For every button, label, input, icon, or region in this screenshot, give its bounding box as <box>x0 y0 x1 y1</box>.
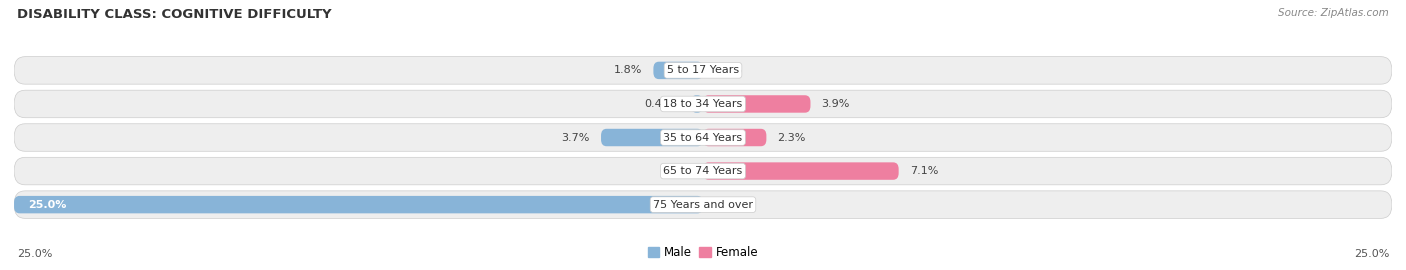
FancyBboxPatch shape <box>600 129 703 146</box>
FancyBboxPatch shape <box>14 57 1392 84</box>
Legend: Male, Female: Male, Female <box>643 241 763 264</box>
FancyBboxPatch shape <box>14 196 703 213</box>
Text: 7.1%: 7.1% <box>910 166 938 176</box>
Text: Source: ZipAtlas.com: Source: ZipAtlas.com <box>1278 8 1389 18</box>
Text: 65 to 74 Years: 65 to 74 Years <box>664 166 742 176</box>
Text: 3.7%: 3.7% <box>561 133 591 143</box>
Text: 18 to 34 Years: 18 to 34 Years <box>664 99 742 109</box>
FancyBboxPatch shape <box>654 62 703 79</box>
Text: 1.8%: 1.8% <box>614 65 643 75</box>
FancyBboxPatch shape <box>703 129 766 146</box>
Text: 2.3%: 2.3% <box>778 133 806 143</box>
Text: 0.44%: 0.44% <box>644 99 681 109</box>
FancyBboxPatch shape <box>703 95 810 113</box>
Text: 25.0%: 25.0% <box>1354 249 1389 259</box>
FancyBboxPatch shape <box>14 191 1392 218</box>
Text: DISABILITY CLASS: COGNITIVE DIFFICULTY: DISABILITY CLASS: COGNITIVE DIFFICULTY <box>17 8 332 21</box>
Text: 0.0%: 0.0% <box>714 200 742 210</box>
Text: 0.0%: 0.0% <box>714 65 742 75</box>
Text: 25.0%: 25.0% <box>28 200 66 210</box>
FancyBboxPatch shape <box>14 157 1392 185</box>
Text: 75 Years and over: 75 Years and over <box>652 200 754 210</box>
FancyBboxPatch shape <box>14 124 1392 151</box>
Text: 0.0%: 0.0% <box>664 166 692 176</box>
Text: 25.0%: 25.0% <box>17 249 52 259</box>
Text: 3.9%: 3.9% <box>821 99 849 109</box>
Text: 35 to 64 Years: 35 to 64 Years <box>664 133 742 143</box>
FancyBboxPatch shape <box>690 95 703 113</box>
FancyBboxPatch shape <box>14 90 1392 118</box>
Text: 5 to 17 Years: 5 to 17 Years <box>666 65 740 75</box>
FancyBboxPatch shape <box>703 162 898 180</box>
